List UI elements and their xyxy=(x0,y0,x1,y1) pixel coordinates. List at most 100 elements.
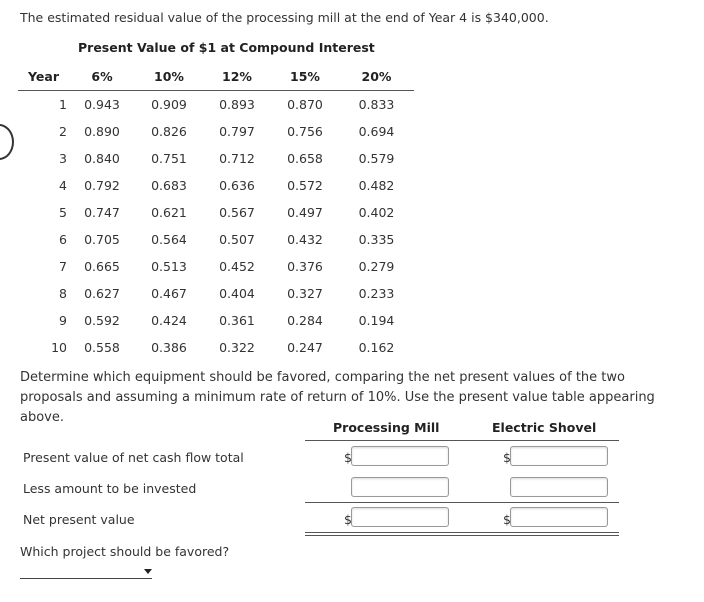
table-cell: 0.712 xyxy=(219,151,255,166)
currency-symbol: $ xyxy=(344,512,352,527)
table-cell: 0.636 xyxy=(219,178,255,193)
table-row: 4 0.792 0.683 0.636 0.572 0.482 xyxy=(18,172,414,199)
table-cell: 0.467 xyxy=(151,286,187,301)
table-cell: 0.909 xyxy=(151,97,187,112)
intro-text: The estimated residual value of the proc… xyxy=(20,10,549,25)
table-cell: 0.402 xyxy=(358,205,395,220)
table-cell: 0.792 xyxy=(84,178,120,193)
table-row: 6 0.705 0.564 0.507 0.432 0.335 xyxy=(18,226,414,253)
table-cell: 0.797 xyxy=(219,124,255,139)
table-cell-year: 2 xyxy=(59,124,67,139)
pv-header-12pct: 12% xyxy=(203,62,271,91)
es-npv-input[interactable] xyxy=(510,507,608,527)
table-row: 7 0.665 0.513 0.452 0.376 0.279 xyxy=(18,253,414,280)
table-cell: 0.507 xyxy=(219,232,255,247)
table-cell: 0.233 xyxy=(358,286,395,301)
total-double-line xyxy=(305,532,619,536)
table-cell: 0.322 xyxy=(219,340,255,355)
table-cell: 0.893 xyxy=(219,97,255,112)
table-cell: 0.284 xyxy=(287,313,323,328)
pm-invested-input[interactable] xyxy=(351,477,449,497)
table-cell: 0.627 xyxy=(84,286,120,301)
table-cell: 0.513 xyxy=(151,259,187,274)
row-label-pv-total: Present value of net cash flow total xyxy=(23,450,244,465)
currency-symbol: $ xyxy=(503,450,511,465)
table-cell: 0.833 xyxy=(358,97,395,112)
scroll-edge-circle xyxy=(0,124,14,160)
currency-symbol: $ xyxy=(503,512,511,527)
table-cell: 0.247 xyxy=(287,340,323,355)
header-underline xyxy=(305,440,619,441)
table-cell-year: 7 xyxy=(59,259,67,274)
table-cell: 0.376 xyxy=(287,259,323,274)
table-cell: 0.840 xyxy=(84,151,120,166)
table-row: 10 0.558 0.386 0.322 0.247 0.162 xyxy=(18,334,414,361)
table-cell: 0.327 xyxy=(287,286,323,301)
table-cell: 0.756 xyxy=(287,124,323,139)
instructions-text: Determine which equipment should be favo… xyxy=(20,370,655,425)
table-cell: 0.482 xyxy=(358,178,395,193)
table-cell: 0.279 xyxy=(358,259,395,274)
pv-header-20pct: 20% xyxy=(339,62,414,91)
table-cell-year: 5 xyxy=(59,205,67,220)
table-row: 9 0.592 0.424 0.361 0.284 0.194 xyxy=(18,307,414,334)
table-cell-year: 9 xyxy=(59,313,67,328)
table-cell: 0.424 xyxy=(151,313,187,328)
pv-table-title: Present Value of $1 at Compound Interest xyxy=(78,40,375,55)
chevron-down-icon xyxy=(144,569,152,574)
table-cell: 0.194 xyxy=(358,313,395,328)
table-cell: 0.432 xyxy=(287,232,323,247)
table-cell: 0.335 xyxy=(358,232,395,247)
table-cell: 0.567 xyxy=(219,205,255,220)
pv-header-15pct: 15% xyxy=(271,62,339,91)
es-pv-total-input[interactable] xyxy=(510,446,608,466)
pv-header-10pct: 10% xyxy=(135,62,203,91)
subtotal-line xyxy=(305,502,619,503)
table-cell: 0.162 xyxy=(358,340,395,355)
table-cell: 0.404 xyxy=(219,286,255,301)
table-cell: 0.665 xyxy=(84,259,120,274)
table-cell: 0.558 xyxy=(84,340,120,355)
table-cell-year: 8 xyxy=(59,286,67,301)
table-cell-year: 3 xyxy=(59,151,67,166)
table-cell: 0.572 xyxy=(287,178,323,193)
table-cell: 0.943 xyxy=(84,97,120,112)
table-row: 3 0.840 0.751 0.712 0.658 0.579 xyxy=(18,145,414,172)
table-cell: 0.747 xyxy=(84,205,120,220)
table-cell: 0.694 xyxy=(358,124,395,139)
pm-pv-total-input[interactable] xyxy=(351,446,449,466)
table-row: 2 0.890 0.826 0.797 0.756 0.694 xyxy=(18,118,414,145)
table-cell: 0.361 xyxy=(219,313,255,328)
table-cell: 0.592 xyxy=(84,313,120,328)
favored-project-dropdown[interactable] xyxy=(20,566,152,579)
row-label-less-invested: Less amount to be invested xyxy=(23,481,197,496)
table-cell: 0.683 xyxy=(151,178,187,193)
table-cell: 0.826 xyxy=(151,124,187,139)
pv-table-header-row: Year 6% 10% 12% 15% 20% xyxy=(18,62,414,91)
table-cell: 0.890 xyxy=(84,124,120,139)
table-cell-year: 1 xyxy=(59,97,67,112)
table-cell: 0.658 xyxy=(287,151,323,166)
table-cell: 0.579 xyxy=(358,151,395,166)
table-cell: 0.621 xyxy=(151,205,187,220)
currency-symbol: $ xyxy=(344,450,352,465)
table-row: 1 0.943 0.909 0.893 0.870 0.833 xyxy=(18,91,414,119)
pv-header-6pct: 6% xyxy=(69,62,135,91)
table-cell: 0.870 xyxy=(287,97,323,112)
table-cell-year: 6 xyxy=(59,232,67,247)
present-value-table: Year 6% 10% 12% 15% 20% 1 0.943 0.909 0.… xyxy=(18,62,414,361)
es-invested-input[interactable] xyxy=(510,477,608,497)
col-header-processing-mill: Processing Mill xyxy=(333,420,440,435)
table-cell: 0.564 xyxy=(151,232,187,247)
table-cell-year: 10 xyxy=(51,340,67,355)
table-row: 5 0.747 0.621 0.567 0.497 0.402 xyxy=(18,199,414,226)
table-cell-year: 4 xyxy=(59,178,67,193)
favored-question: Which project should be favored? xyxy=(20,544,230,559)
pv-header-year: Year xyxy=(18,62,69,91)
table-cell: 0.751 xyxy=(151,151,187,166)
table-cell: 0.452 xyxy=(219,259,255,274)
table-row: 8 0.627 0.467 0.404 0.327 0.233 xyxy=(18,280,414,307)
pm-npv-input[interactable] xyxy=(351,507,449,527)
table-cell: 0.386 xyxy=(151,340,187,355)
col-header-electric-shovel: Electric Shovel xyxy=(492,420,597,435)
